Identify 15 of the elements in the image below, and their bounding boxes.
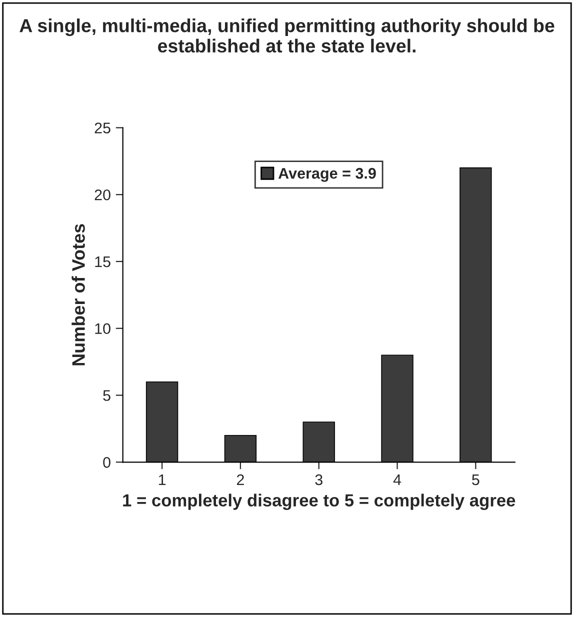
x-axis-title: 1 = completely disagree to 5 = completely agree (123, 494, 516, 510)
y-tick-label: 25 (94, 122, 110, 134)
y-tick-label: 15 (95, 256, 110, 268)
x-tick-label: 3 (315, 474, 322, 486)
y-tick-label: 5 (103, 390, 110, 401)
y-axis-title: Number of Votes (72, 224, 85, 366)
x-tick-label: 4 (393, 474, 402, 486)
x-tick-label: 5 (472, 474, 480, 486)
y-tick-label: 10 (95, 323, 110, 334)
chart-title: A single, multi-media, unified permitting authority should be established at the state level. (20, 18, 554, 53)
y-tick-label: 20 (94, 189, 110, 200)
x-tick-label: 1 (158, 474, 166, 486)
y-tick-label: 0 (103, 457, 110, 468)
x-tick-label: 2 (236, 474, 244, 486)
legend-label: Average = 3.9 (278, 168, 376, 182)
